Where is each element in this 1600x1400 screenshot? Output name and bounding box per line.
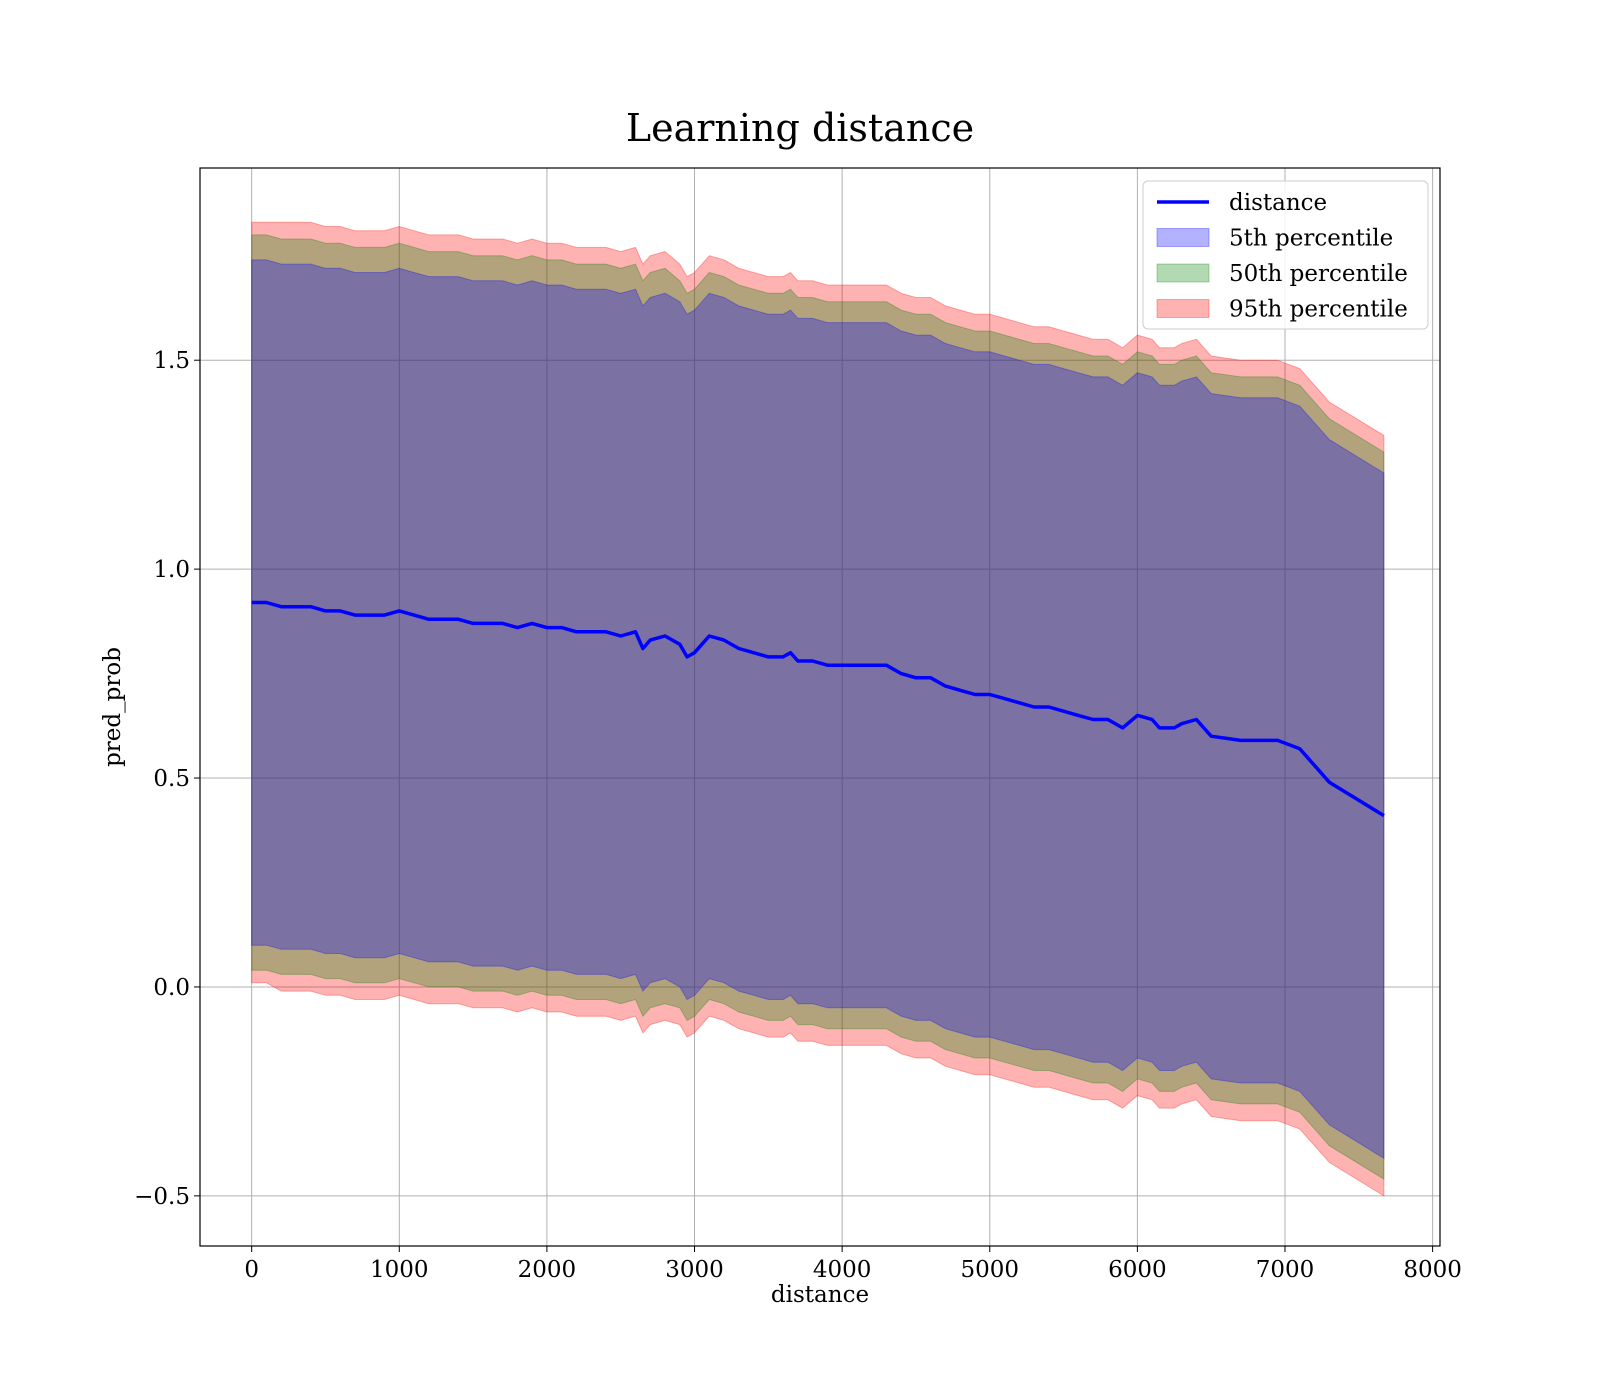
band-50th-percentile: [251, 234, 1385, 1180]
grid-lines: [200, 168, 1440, 1246]
x-axis-ticks: 0 1000 2000 3000 4000 5000 6000 7000 8000: [244, 1246, 1462, 1283]
y-tick-label: 1.0: [153, 557, 190, 583]
x-tick-label: 3000: [665, 1257, 724, 1283]
legend-swatch-95th-percentile: [1156, 299, 1210, 318]
chart-title: Learning distance: [626, 106, 974, 150]
x-tick-label: 6000: [1108, 1257, 1167, 1283]
y-tick-label: 0.0: [153, 975, 190, 1001]
y-tick-label: −0.5: [134, 1184, 190, 1210]
x-tick-label: 1000: [370, 1257, 429, 1283]
legend-label-distance: distance: [1229, 190, 1327, 216]
x-tick-label: 5000: [960, 1257, 1019, 1283]
legend-swatch-50th-percentile: [1156, 263, 1210, 283]
y-tick-label: 1.5: [153, 348, 190, 374]
y-axis-ticks: −0.5 0.0 0.5 1.0 1.5: [134, 348, 200, 1210]
x-tick-label: 0: [244, 1257, 259, 1283]
x-axis-label: distance: [771, 1282, 869, 1308]
legend-swatch-5th-percentile: [1156, 228, 1210, 247]
x-tick-label: 7000: [1256, 1257, 1315, 1283]
y-axis-label: pred_prob: [100, 647, 126, 767]
legend: distance 5th percentile 50th percentile 95t…: [1142, 180, 1429, 330]
x-tick-label: 2000: [518, 1257, 577, 1283]
y-tick-label: 0.5: [153, 766, 190, 792]
percentile-bands: [251, 221, 1385, 1197]
legend-label-95th-percentile: 95th percentile: [1229, 297, 1408, 323]
band-5th-percentile: [251, 259, 1385, 1160]
legend-label-5th-percentile: 5th percentile: [1229, 226, 1393, 252]
legend-box: [1142, 180, 1429, 330]
band-95th-percentile: [251, 221, 1385, 1197]
x-tick-label: 8000: [1403, 1257, 1462, 1283]
plot-frame: [199, 167, 1441, 1247]
legend-label-50th-percentile: 50th percentile: [1229, 261, 1408, 287]
line-series: [251, 600, 1385, 818]
x-tick-label: 4000: [813, 1257, 872, 1283]
series-line-distance: [251, 600, 1385, 818]
